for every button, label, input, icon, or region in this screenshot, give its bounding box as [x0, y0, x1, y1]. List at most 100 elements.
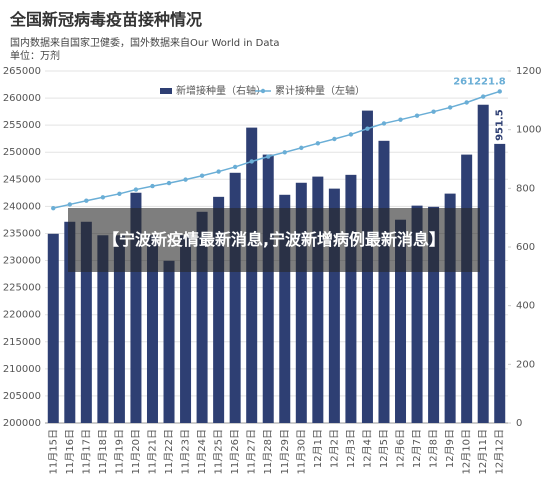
- x-tick-label: 11月17日: [80, 429, 92, 474]
- line-point: [183, 177, 188, 182]
- x-tick-label: 11月22日: [163, 429, 175, 474]
- bar: [180, 235, 192, 423]
- y-tick-label: 225000: [3, 283, 41, 294]
- line-point: [199, 173, 205, 178]
- y2-tick-label: 400: [516, 301, 535, 312]
- line-point: [315, 141, 321, 146]
- y-tick-label: 245000: [3, 174, 41, 185]
- bar: [130, 192, 142, 423]
- y-tick-label: 255000: [3, 120, 41, 131]
- y2-tick-label: 800: [516, 183, 535, 194]
- bar: [345, 174, 357, 423]
- x-tick-label: 11月19日: [113, 429, 125, 474]
- y-tick-label: 205000: [3, 391, 41, 402]
- chart-subtitle: 国内数据来自国家卫健委，国外数据来自Our World in Data: [10, 36, 280, 49]
- x-tick-label: 12月4日: [361, 429, 373, 468]
- bar: [229, 172, 241, 423]
- line-point: [497, 89, 502, 94]
- bar: [213, 196, 225, 423]
- line-point: [332, 136, 337, 142]
- line-point: [431, 109, 436, 114]
- legend-label: 累计接种量（左轴）: [275, 84, 365, 97]
- line-point: [414, 113, 420, 118]
- x-tick-label: 11月26日: [229, 429, 241, 474]
- bar: [494, 143, 506, 424]
- y2-tick-label: 0: [516, 418, 522, 429]
- line-point: [216, 169, 221, 174]
- line-point: [365, 126, 370, 131]
- y2-tick-label: 1200: [516, 66, 541, 77]
- banner: 【宁波新疫情最新消息,宁波新增病例最新消息】: [68, 208, 480, 272]
- bar: [163, 260, 175, 423]
- bar: [146, 235, 158, 423]
- legend-swatch: [260, 88, 266, 94]
- line: [53, 90, 500, 209]
- bar: [64, 221, 76, 423]
- bar: [395, 219, 407, 423]
- line-point: [299, 145, 304, 151]
- bar: [378, 140, 390, 423]
- data-label: 261221.8: [453, 76, 506, 87]
- line-point: [51, 205, 56, 211]
- line-point: [117, 191, 122, 196]
- line-point: [480, 94, 486, 99]
- x-tick-label: 12月5日: [378, 429, 390, 468]
- x-tick-label: 11月25日: [213, 429, 225, 474]
- line-point: [398, 117, 403, 122]
- line-point: [348, 132, 354, 137]
- y-tick-label: 220000: [3, 310, 41, 321]
- bar: [312, 176, 324, 423]
- data-label: 951.5: [495, 109, 506, 141]
- x-tick-label: 12月2日: [328, 429, 340, 468]
- line-point: [249, 159, 254, 164]
- bar: [113, 235, 125, 423]
- y-tick-label: 240000: [3, 201, 41, 212]
- line-point: [266, 154, 271, 159]
- bar: [47, 233, 59, 423]
- y-tick-label: 210000: [3, 364, 41, 375]
- x-tick-label: 12月8日: [428, 429, 440, 468]
- x-tick-label: 11月30日: [295, 429, 307, 474]
- bar: [196, 211, 208, 423]
- bar: [411, 205, 423, 423]
- y2-tick-label: 200: [516, 359, 535, 370]
- bar: [428, 206, 440, 423]
- line-point: [166, 180, 172, 186]
- x-tick-label: 12月3日: [345, 429, 357, 468]
- x-tick-label: 11月18日: [97, 429, 109, 474]
- chart-subtitle: 单位：万剂: [10, 49, 60, 62]
- x-tick-label: 12月12日: [494, 429, 506, 474]
- line-point: [133, 187, 139, 192]
- x-tick-label: 11月24日: [196, 429, 208, 474]
- x-tick-label: 11月23日: [180, 429, 192, 474]
- y2-tick-label: 1000: [516, 125, 541, 136]
- y-tick-label: 250000: [3, 147, 41, 158]
- y-tick-label: 235000: [3, 228, 41, 239]
- x-tick-label: 11月21日: [146, 429, 158, 474]
- line-point: [282, 150, 287, 155]
- x-tick-label: 12月11日: [477, 429, 489, 474]
- line-point: [67, 202, 73, 207]
- x-tick-label: 12月10日: [461, 429, 473, 474]
- line-point: [150, 183, 155, 189]
- bar: [444, 193, 456, 423]
- bar: [80, 221, 92, 423]
- y-tick-label: 265000: [3, 66, 41, 77]
- bar: [262, 154, 274, 423]
- x-tick-label: 12月6日: [395, 429, 407, 468]
- x-tick-label: 11月20日: [130, 429, 142, 474]
- y2-tick-label: 600: [516, 242, 535, 253]
- x-tick-label: 12月1日: [312, 429, 324, 468]
- y-tick-label: 215000: [3, 337, 41, 348]
- bar: [246, 127, 258, 423]
- bar: [97, 235, 109, 423]
- bar: [461, 154, 473, 423]
- x-tick-label: 12月9日: [444, 429, 456, 468]
- line-point: [232, 164, 238, 170]
- x-tick-label: 11月28日: [262, 429, 274, 474]
- bar: [279, 194, 291, 423]
- line-point: [100, 195, 106, 200]
- y-tick-label: 200000: [3, 418, 41, 429]
